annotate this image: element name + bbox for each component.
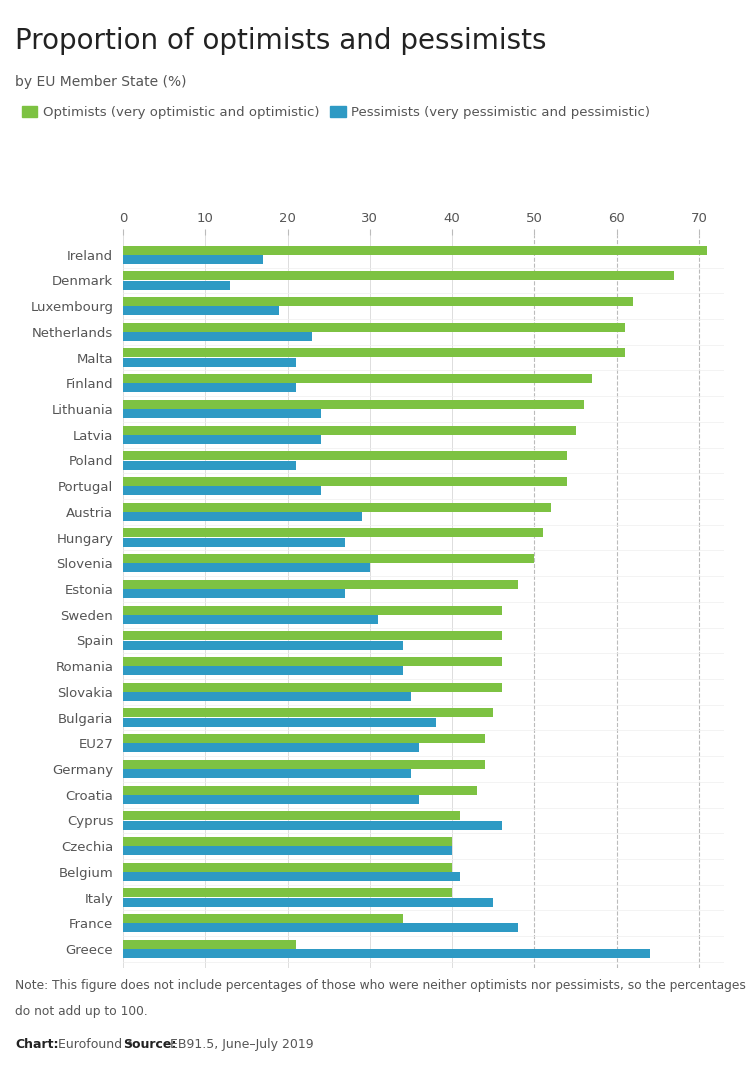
Bar	[123, 821, 501, 829]
Bar	[123, 888, 452, 898]
Bar	[123, 837, 452, 846]
Bar	[123, 657, 501, 666]
Bar	[123, 641, 403, 649]
Bar	[123, 692, 411, 701]
Bar	[123, 349, 625, 357]
Bar	[123, 306, 280, 316]
Bar	[123, 280, 230, 290]
Bar	[123, 949, 650, 959]
Bar	[123, 760, 485, 769]
Bar	[123, 297, 633, 306]
Legend: Optimists (very optimistic and optimistic), Pessimists (very pessimistic and pes: Optimists (very optimistic and optimisti…	[22, 106, 650, 119]
Text: do not add up to 100.: do not add up to 100.	[15, 1005, 148, 1018]
Text: Eurofound •: Eurofound •	[54, 1038, 137, 1051]
Bar	[123, 590, 345, 598]
Bar	[123, 718, 436, 727]
Bar	[123, 846, 452, 855]
Bar	[123, 409, 321, 418]
Bar	[123, 503, 551, 511]
Bar	[123, 631, 501, 640]
Bar	[123, 426, 576, 434]
Bar	[123, 862, 452, 872]
Bar	[123, 811, 460, 821]
Bar	[123, 580, 518, 589]
Bar	[123, 374, 592, 383]
Text: EB91.5, June–July 2019: EB91.5, June–July 2019	[166, 1038, 313, 1051]
Bar	[123, 434, 321, 444]
Bar	[123, 323, 625, 332]
Bar	[123, 538, 345, 547]
Bar	[123, 477, 567, 486]
Bar	[123, 460, 296, 470]
Bar	[123, 272, 674, 280]
Bar	[123, 785, 477, 795]
Bar	[123, 529, 542, 537]
Bar	[123, 357, 296, 367]
Bar	[123, 606, 501, 614]
Text: Proportion of optimists and pessimists: Proportion of optimists and pessimists	[15, 27, 546, 55]
Text: by EU Member State (%): by EU Member State (%)	[15, 75, 186, 89]
Bar	[123, 667, 403, 675]
Text: Source:: Source:	[123, 1038, 177, 1051]
Bar	[123, 769, 411, 778]
Bar	[123, 898, 493, 906]
Bar	[123, 683, 501, 692]
Bar	[123, 383, 296, 393]
Bar	[123, 939, 296, 949]
Bar	[123, 708, 493, 718]
Bar	[123, 744, 419, 752]
Bar	[123, 914, 403, 923]
Bar	[123, 245, 707, 255]
Bar	[123, 615, 378, 624]
Bar	[123, 486, 321, 495]
Text: Chart:: Chart:	[15, 1038, 58, 1051]
Bar	[123, 564, 370, 572]
Bar	[123, 332, 313, 341]
Bar	[123, 452, 567, 460]
Bar	[123, 255, 263, 264]
Bar	[123, 734, 485, 744]
Bar	[123, 511, 362, 521]
Bar	[123, 923, 518, 932]
Text: Note: This figure does not include percentages of those who were neither optimis: Note: This figure does not include perce…	[15, 979, 746, 992]
Bar	[123, 400, 584, 409]
Bar	[123, 554, 534, 563]
Bar	[123, 872, 460, 881]
Bar	[123, 795, 419, 804]
